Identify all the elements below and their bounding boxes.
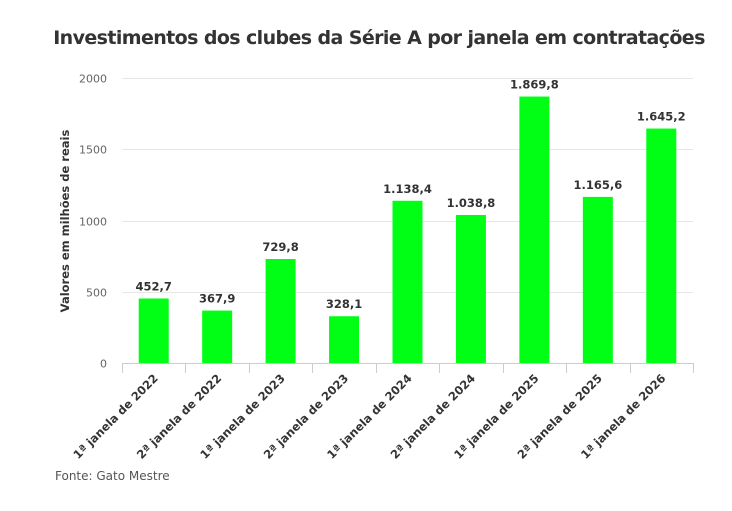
y-axis-ticks: 0 500 1000 1500 2000 [79,73,107,371]
bar [392,200,423,363]
data-label: 1.038,8 [447,196,496,210]
bar [138,298,169,363]
bar [455,214,486,363]
y-tick-label: 2000 [79,73,107,86]
data-label: 367,9 [199,292,235,306]
data-label: 1.165,6 [573,178,622,192]
data-label: 1.645,2 [637,110,686,124]
y-tick-label: 500 [86,287,107,300]
data-labels: 452,7 367,9 729,8 328,1 1.138,4 1.038,8 1.869,… [136,78,686,312]
bar [329,316,360,363]
y-tick-label: 0 [100,358,107,371]
source-note: Fonte: Gato Mestre [55,469,170,483]
bar [202,310,233,363]
bars [138,96,677,363]
data-label: 1.869,8 [510,78,559,92]
data-label: 729,8 [262,240,298,254]
data-label: 1.138,4 [383,182,432,196]
data-label: 452,7 [136,279,172,293]
chart-title: Investimentos dos clubes da Série A por … [53,27,705,49]
data-label: 328,1 [326,297,362,311]
y-tick-label: 1000 [79,216,107,229]
bar [519,96,550,363]
y-tick-label: 1500 [79,144,107,157]
bar [265,259,296,363]
bar [646,128,677,363]
bar [582,196,613,363]
y-axis-title: Valores em milhões de reais [58,130,72,313]
